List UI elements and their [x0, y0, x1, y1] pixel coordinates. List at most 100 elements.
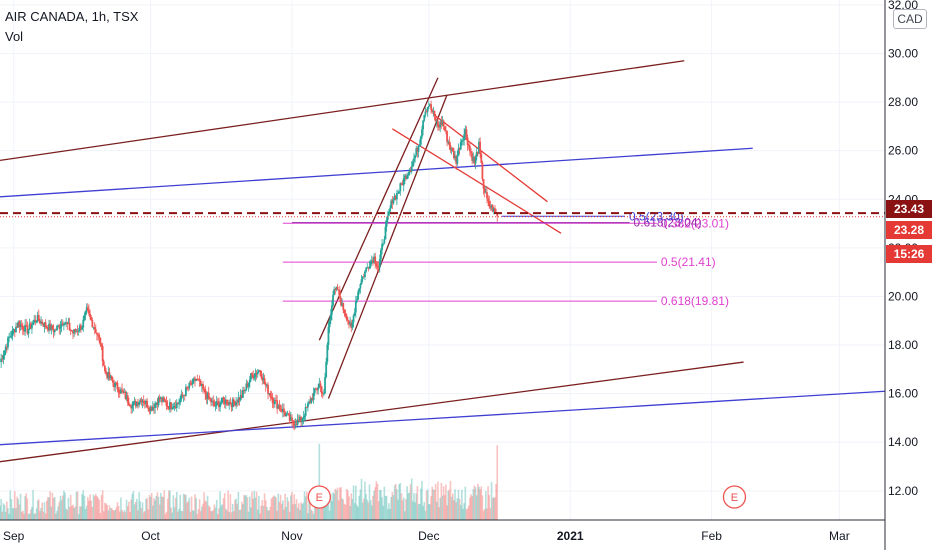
candle-body — [3, 350, 6, 356]
candle-body — [393, 195, 396, 200]
candle-body — [445, 130, 447, 132]
candle-body — [188, 382, 191, 388]
candle-body — [109, 376, 112, 379]
candle-body — [373, 256, 375, 264]
candle-body — [395, 193, 398, 200]
volume-bar — [179, 494, 181, 520]
volume-bar — [478, 486, 480, 520]
candle-body — [489, 206, 492, 208]
candle-body — [381, 244, 383, 251]
candle-body — [459, 141, 462, 150]
volume-bar — [57, 506, 59, 520]
volume-label[interactable]: Vol — [5, 29, 24, 44]
volume-bar — [155, 495, 158, 520]
volume-bar — [118, 511, 121, 520]
candle-body — [480, 153, 483, 163]
y-tick-label: 28.00 — [888, 95, 918, 109]
volume-bar — [437, 481, 439, 520]
volume-bar — [455, 502, 457, 520]
volume-bar — [271, 496, 274, 520]
volume-bar — [112, 510, 114, 520]
volume-bar — [185, 494, 187, 520]
volume-bar — [164, 513, 167, 520]
volume-bar — [414, 502, 416, 520]
volume-bar — [376, 483, 379, 520]
candle-body — [213, 401, 216, 406]
volume-bar — [245, 494, 248, 520]
volume-bar — [410, 478, 413, 520]
volume-bar — [373, 491, 375, 520]
volume-bar — [2, 503, 5, 520]
candle-body — [189, 382, 192, 384]
volume-bar — [283, 509, 285, 520]
candle-body — [130, 406, 133, 409]
candle-body — [246, 383, 249, 387]
volume-bar — [162, 497, 164, 520]
volume-bar — [83, 495, 86, 520]
volume-bar — [244, 495, 246, 520]
symbol-title[interactable]: AIR CANADA, 1h, TSX — [5, 9, 139, 24]
volume-bar — [418, 503, 421, 520]
candle-body — [231, 399, 234, 408]
candle-body — [203, 388, 206, 390]
candle-body — [304, 407, 307, 416]
volume-bar — [307, 513, 309, 520]
candle-body — [283, 408, 285, 413]
candle-body — [108, 372, 111, 379]
candle-body — [380, 250, 382, 260]
volume-bar — [232, 511, 235, 520]
volume-bar — [337, 500, 340, 520]
volume-bar — [158, 504, 161, 520]
candle-body — [243, 390, 245, 392]
candle-body — [179, 399, 182, 403]
volume-bar — [348, 496, 350, 520]
currency-button[interactable]: CAD — [893, 9, 927, 29]
volume-bar — [195, 497, 197, 520]
volume-bar — [8, 513, 10, 520]
volume-bar — [147, 509, 150, 520]
candle-body — [70, 330, 73, 332]
candle-body — [125, 395, 128, 399]
volume-bar — [252, 498, 254, 520]
volume-bar — [230, 512, 233, 520]
candle-body — [147, 407, 150, 409]
candle-body — [360, 279, 363, 285]
candle-body — [342, 302, 345, 310]
volume-bar — [7, 508, 9, 520]
x-tick-label: Feb — [701, 529, 722, 543]
candle-body — [329, 314, 332, 321]
candle-body — [222, 397, 225, 400]
volume-bar — [447, 491, 450, 520]
volume-bar — [300, 502, 302, 520]
volume-bar — [256, 509, 259, 520]
candle-body — [4, 346, 7, 351]
volume-bar — [206, 495, 209, 520]
candle-body — [170, 402, 172, 409]
candle-body — [16, 326, 19, 328]
candle-body — [88, 310, 90, 314]
volume-bar — [180, 510, 183, 520]
candle-body — [374, 256, 377, 264]
volume-bar — [287, 501, 290, 520]
candle-body — [340, 298, 342, 306]
candle-body — [441, 120, 444, 125]
volume-bar — [218, 508, 220, 520]
earnings-marker[interactable] — [307, 485, 331, 509]
volume-bar — [202, 503, 204, 520]
volume-bar — [150, 493, 153, 520]
candle-body — [267, 384, 269, 394]
earnings-marker[interactable] — [722, 485, 747, 509]
price-tag: 23.28 — [886, 221, 932, 239]
volume-bar — [39, 511, 41, 520]
volume-bar — [58, 501, 61, 520]
volume-bar — [27, 513, 30, 520]
candle-body — [311, 398, 314, 400]
volume-bar — [482, 510, 485, 520]
volume-bar — [481, 495, 484, 520]
volume-bar — [424, 510, 427, 520]
volume-bar — [0, 498, 2, 520]
volume-bar — [91, 506, 94, 520]
candle-body — [20, 324, 23, 327]
